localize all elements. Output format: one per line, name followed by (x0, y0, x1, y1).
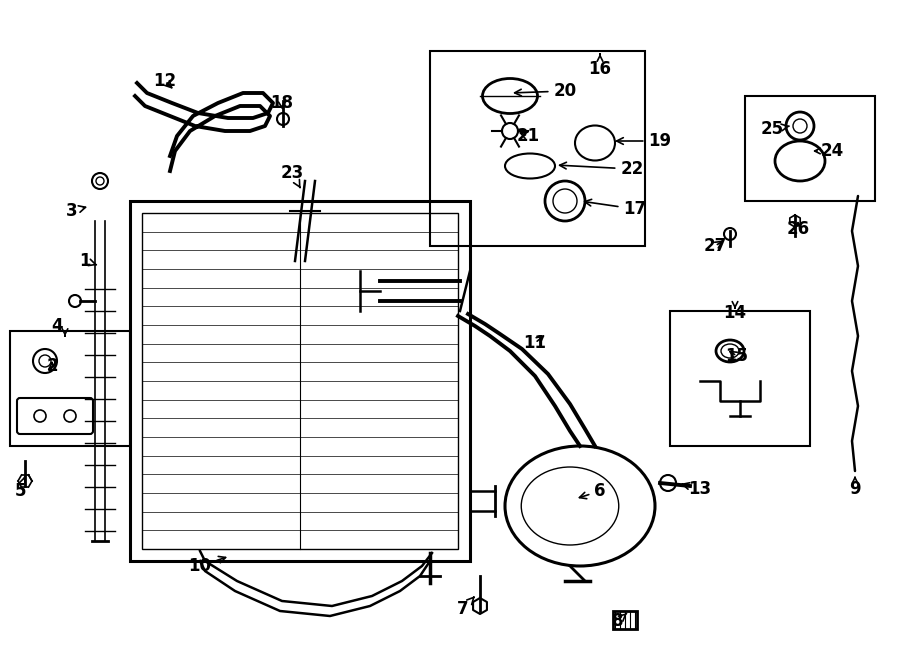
Bar (142, 213, 458, 549)
Text: 26: 26 (787, 220, 810, 238)
Text: 7: 7 (457, 597, 474, 618)
Text: 14: 14 (724, 304, 747, 322)
Bar (670, 311, 810, 446)
Text: 9: 9 (850, 480, 860, 498)
Text: 21: 21 (517, 127, 540, 145)
Bar (10, 331, 130, 446)
Text: 6: 6 (580, 482, 606, 500)
Text: 16: 16 (589, 60, 611, 78)
Text: 18: 18 (271, 94, 293, 112)
Text: 8: 8 (612, 612, 626, 630)
Text: 13: 13 (682, 480, 712, 498)
Text: 10: 10 (188, 557, 226, 575)
Text: 25: 25 (760, 120, 789, 138)
Text: 3: 3 (67, 202, 86, 220)
Text: 22: 22 (560, 160, 643, 178)
Text: 20: 20 (515, 82, 577, 100)
Bar (430, 51, 645, 246)
Text: 4: 4 (51, 317, 63, 335)
Text: 1: 1 (79, 252, 96, 270)
Text: 17: 17 (585, 200, 646, 218)
Text: 11: 11 (524, 334, 546, 352)
Text: 15: 15 (725, 347, 749, 365)
Bar (613, 611, 637, 629)
Bar (745, 96, 875, 201)
Bar (130, 201, 470, 561)
Text: 23: 23 (281, 164, 303, 188)
Text: 24: 24 (821, 142, 843, 160)
Text: 5: 5 (14, 477, 26, 500)
Text: 2: 2 (46, 357, 58, 375)
Text: 19: 19 (616, 132, 671, 150)
Text: 12: 12 (153, 72, 176, 90)
Text: 27: 27 (704, 237, 726, 255)
